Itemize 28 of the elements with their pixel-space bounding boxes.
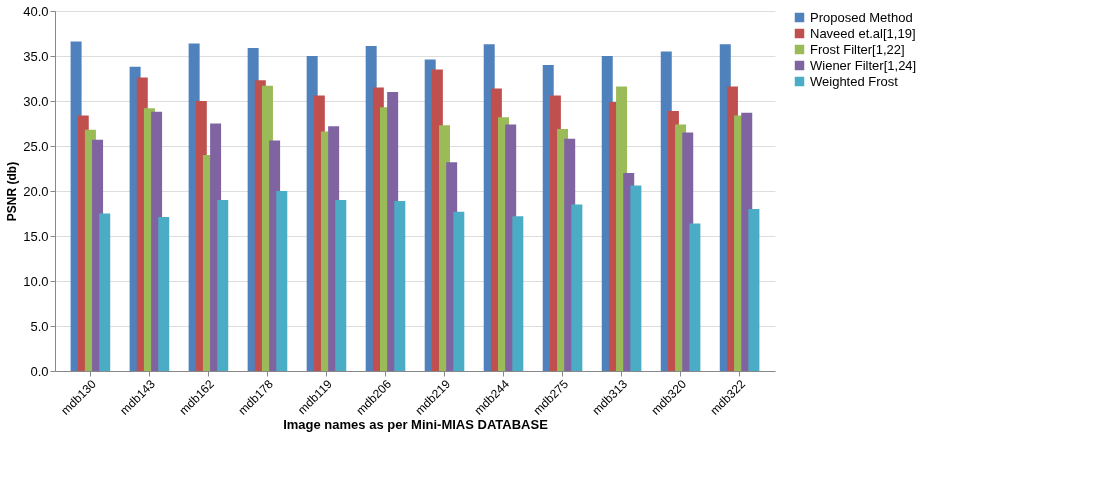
legend-label: Weighted Frost (810, 73, 899, 89)
bar (276, 191, 288, 371)
y-tick-label: 10.0 (23, 273, 49, 289)
bar (453, 211, 465, 371)
y-tick-label: 20.0 (23, 183, 49, 199)
y-tick-label: 5.0 (30, 318, 49, 334)
y-tick-label: 30.0 (23, 93, 49, 109)
bar (689, 223, 701, 371)
y-tick-label: 25.0 (23, 138, 49, 154)
bar (99, 213, 111, 371)
legend-label: Naveed et.al[1,19] (810, 25, 916, 41)
x-axis-title: Image names as per Mini-MIAS DATABASE (283, 416, 549, 432)
bar (748, 209, 760, 371)
y-tick-label: 0.0 (30, 363, 49, 379)
bar (158, 217, 170, 371)
bar (630, 185, 642, 371)
bar (217, 200, 229, 371)
y-tick-label: 40.0 (23, 3, 49, 19)
y-tick-label: 35.0 (23, 48, 49, 64)
y-tick-label: 15.0 (23, 228, 49, 244)
y-axis-title: PSNR (db) (5, 161, 20, 222)
bar (335, 200, 347, 371)
legend-label: Frost Filter[1,22] (810, 41, 905, 57)
legend-label: Wiener Filter[1,24] (810, 57, 917, 73)
legend-label: Proposed Method (810, 9, 913, 25)
bar (571, 204, 583, 371)
bar (394, 200, 406, 371)
bar (512, 216, 524, 371)
